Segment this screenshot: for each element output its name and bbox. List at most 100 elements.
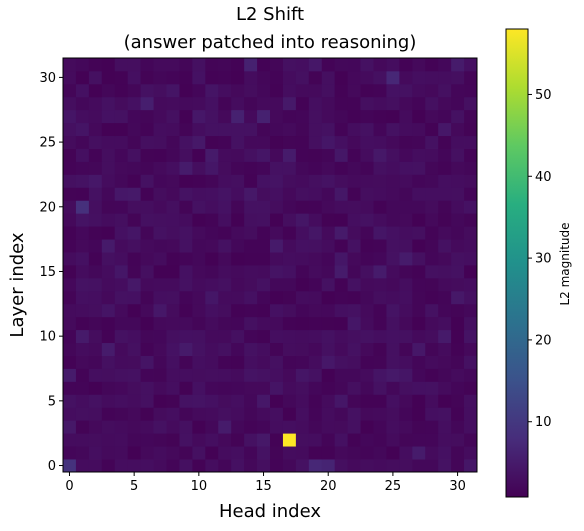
heatmap-cell bbox=[347, 58, 361, 72]
heatmap-cell bbox=[127, 265, 142, 279]
heatmap-cell bbox=[464, 277, 478, 292]
heatmap-cell bbox=[282, 407, 297, 421]
heatmap-cell bbox=[218, 161, 232, 175]
heatmap-cell bbox=[153, 303, 167, 318]
heatmap-cell bbox=[114, 394, 129, 408]
heatmap-cell bbox=[451, 342, 465, 356]
heatmap-cell bbox=[140, 316, 154, 331]
heatmap-cell bbox=[218, 368, 232, 382]
heatmap-cell bbox=[464, 122, 478, 137]
heatmap-cell bbox=[114, 277, 129, 292]
heatmap-cell bbox=[231, 368, 245, 382]
heatmap-cell bbox=[63, 277, 77, 292]
heatmap-cell bbox=[334, 174, 349, 188]
heatmap-cell bbox=[347, 433, 361, 447]
heatmap-cell bbox=[153, 122, 167, 137]
heatmap-cell bbox=[412, 381, 426, 395]
heatmap-cell bbox=[412, 316, 426, 331]
heatmap-cell bbox=[63, 368, 77, 382]
heatmap-cell bbox=[464, 200, 478, 214]
heatmap-cell bbox=[140, 135, 154, 149]
heatmap-cell bbox=[451, 187, 465, 201]
heatmap-cell bbox=[425, 329, 439, 344]
heatmap-cell bbox=[438, 187, 452, 201]
heatmap-cell bbox=[412, 200, 426, 214]
heatmap-cell bbox=[412, 122, 426, 137]
heatmap-cell bbox=[270, 381, 284, 395]
heatmap-cell bbox=[360, 446, 374, 460]
heatmap-cell bbox=[114, 174, 129, 188]
heatmap-cell bbox=[282, 316, 297, 331]
y-tick-label: 30 bbox=[39, 71, 56, 86]
heatmap-cell bbox=[425, 355, 439, 369]
heatmap-cell bbox=[101, 213, 116, 227]
heatmap-cell bbox=[282, 252, 297, 266]
heatmap-cell bbox=[451, 420, 465, 434]
heatmap-cell bbox=[101, 355, 116, 369]
heatmap-cell bbox=[218, 433, 232, 447]
heatmap-cell bbox=[153, 213, 167, 227]
heatmap-cell bbox=[360, 329, 374, 344]
heatmap-cell bbox=[75, 394, 90, 408]
heatmap-cell bbox=[347, 446, 361, 460]
heatmap-cell bbox=[114, 148, 129, 162]
heatmap-cell bbox=[218, 381, 232, 395]
heatmap-cell bbox=[218, 329, 232, 344]
heatmap-cell bbox=[270, 122, 284, 137]
heatmap-cell bbox=[270, 303, 284, 318]
heatmap-cell bbox=[399, 135, 413, 149]
heatmap-cell bbox=[425, 252, 439, 266]
heatmap-cell bbox=[127, 355, 142, 369]
heatmap-cell bbox=[373, 355, 387, 369]
heatmap-cell bbox=[153, 58, 167, 72]
heatmap-cell bbox=[75, 122, 90, 137]
heatmap-cell bbox=[399, 200, 413, 214]
heatmap-cell bbox=[140, 355, 154, 369]
heatmap-cell bbox=[282, 213, 297, 227]
heatmap-cell bbox=[231, 433, 245, 447]
heatmap-cell bbox=[153, 70, 167, 85]
heatmap-cell bbox=[386, 161, 400, 175]
heatmap-cell bbox=[360, 277, 374, 292]
heatmap-cell bbox=[257, 148, 271, 162]
heatmap-cell bbox=[308, 433, 323, 447]
heatmap-cell bbox=[295, 58, 310, 72]
heatmap-cell bbox=[373, 252, 387, 266]
heatmap-cell bbox=[373, 161, 387, 175]
heatmap-cell bbox=[373, 58, 387, 72]
heatmap-cell bbox=[425, 394, 439, 408]
heatmap-cell bbox=[438, 213, 452, 227]
heatmap-cell bbox=[347, 355, 361, 369]
heatmap-cell bbox=[244, 381, 258, 395]
heatmap-cell bbox=[179, 290, 193, 305]
heatmap-cell bbox=[257, 213, 271, 227]
heatmap-cell bbox=[75, 213, 90, 227]
heatmap-cell bbox=[127, 290, 142, 305]
heatmap-cell bbox=[179, 407, 193, 421]
heatmap-cell bbox=[63, 58, 77, 72]
heatmap-cell bbox=[166, 329, 180, 344]
heatmap-cell bbox=[360, 148, 374, 162]
heatmap-cell bbox=[308, 459, 323, 473]
heatmap-cell bbox=[205, 109, 219, 124]
heatmap-cell bbox=[360, 122, 374, 137]
heatmap-cell bbox=[101, 187, 116, 201]
heatmap-cell bbox=[101, 407, 116, 421]
heatmap-cell bbox=[386, 407, 400, 421]
heatmap-cell bbox=[75, 368, 90, 382]
heatmap-cell bbox=[88, 122, 103, 137]
heatmap-cell bbox=[114, 200, 129, 214]
heatmap-cell bbox=[140, 303, 154, 318]
heatmap-cell bbox=[425, 433, 439, 447]
heatmap-cell bbox=[257, 135, 271, 149]
heatmap-cell bbox=[192, 174, 206, 188]
heatmap-cell bbox=[63, 394, 77, 408]
heatmap-cell bbox=[321, 290, 336, 305]
heatmap-cell bbox=[386, 252, 400, 266]
heatmap-cell bbox=[192, 368, 206, 382]
heatmap-cell bbox=[360, 368, 374, 382]
heatmap-cell bbox=[373, 96, 387, 111]
heatmap-cell bbox=[282, 122, 297, 137]
heatmap-cell bbox=[399, 109, 413, 124]
x-tick-label: 5 bbox=[130, 479, 138, 494]
